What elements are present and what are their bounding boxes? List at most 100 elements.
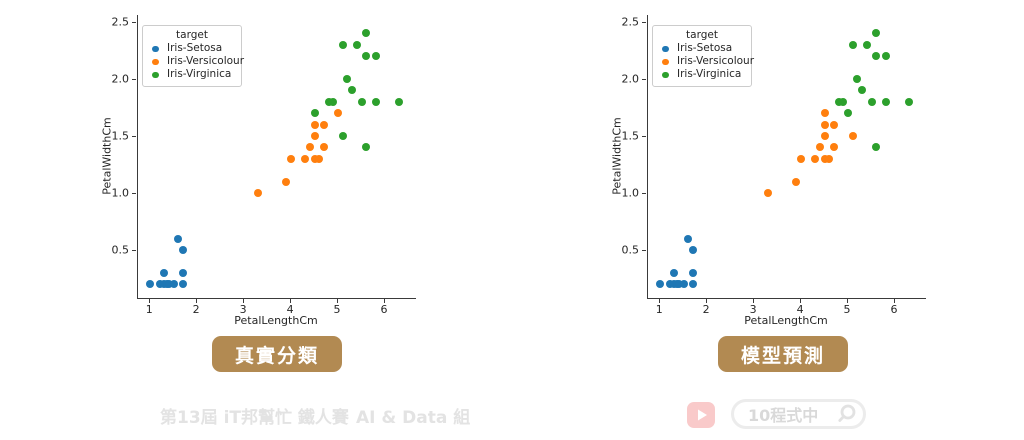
y-tick-mark (642, 21, 646, 24)
model-prediction-button[interactable]: 模型預測 (718, 336, 848, 372)
data-point-iris-setosa (689, 280, 698, 289)
x-axis-label: PetalLengthCm (744, 314, 828, 327)
x-tick-label: 5 (843, 303, 851, 316)
x-tick-label: 1 (655, 303, 663, 316)
y-tick-mark (132, 193, 136, 195)
data-point-iris-virginica (329, 97, 338, 106)
data-point-iris-versicolour (792, 177, 801, 186)
legend-marker-icon (662, 58, 669, 65)
y-tick-mark (132, 21, 136, 24)
x-tick-mark (196, 299, 198, 303)
legend: target Iris-Setosa Iris-Versicolour Iris-V… (142, 25, 245, 87)
data-point-iris-setosa (174, 234, 183, 243)
legend-entry: Iris-Versicolour (143, 55, 245, 68)
data-point-iris-versicolour (310, 120, 319, 129)
data-point-iris-virginica (395, 97, 404, 106)
x-tick-mark (659, 299, 661, 303)
data-point-iris-versicolour (829, 120, 838, 129)
legend-label: Iris-Versicolour (167, 55, 245, 67)
y-tick-label: 0.5 (621, 243, 640, 257)
data-point-iris-setosa (684, 234, 693, 243)
data-point-iris-virginica (848, 40, 857, 49)
search-input-text[interactable]: 10程式中 (748, 406, 819, 425)
true-classification-button[interactable]: 真實分類 (212, 336, 342, 372)
group-watermark: AI & Data 組 (356, 408, 471, 428)
data-point-iris-versicolour (820, 109, 829, 118)
data-point-iris-versicolour (301, 154, 310, 163)
data-point-iris-versicolour (334, 109, 343, 118)
y-tick-label: 1.0 (621, 186, 640, 200)
data-point-iris-virginica (881, 52, 890, 61)
plot-area: target Iris-Setosa Iris-Versicolour Iris-V… (137, 15, 416, 299)
y-tick-mark (642, 135, 646, 138)
data-point-iris-virginica (338, 40, 347, 49)
x-tick-mark (847, 299, 849, 303)
data-point-iris-virginica (862, 40, 871, 49)
data-point-iris-versicolour (764, 189, 773, 198)
x-tick-mark (337, 299, 339, 303)
x-tick-label: 1 (145, 303, 153, 316)
legend-marker-icon (152, 58, 159, 65)
data-point-iris-setosa (665, 280, 674, 289)
x-tick-label: 3 (239, 303, 247, 316)
y-tick-mark (642, 78, 646, 81)
y-tick-label: 1.5 (111, 129, 130, 143)
legend-label: Iris-Virginica (167, 68, 232, 80)
data-point-iris-virginica (881, 97, 890, 106)
data-point-iris-setosa (160, 268, 169, 277)
youtube-play-icon (687, 402, 715, 428)
legend-label: Iris-Setosa (167, 42, 223, 54)
y-tick-mark (642, 193, 646, 195)
data-point-iris-versicolour (305, 143, 314, 152)
x-tick-mark (894, 299, 896, 303)
data-point-iris-virginica (371, 52, 380, 61)
legend-title: target (686, 29, 718, 41)
play-button[interactable] (687, 402, 715, 428)
x-axis-label: PetalLengthCm (234, 314, 318, 327)
y-tick-label: 2.5 (621, 15, 640, 29)
x-tick-label: 5 (333, 303, 341, 316)
data-point-iris-setosa (164, 280, 173, 289)
data-point-iris-setosa (656, 280, 665, 289)
data-point-iris-virginica (839, 97, 848, 106)
data-point-iris-virginica (310, 109, 319, 118)
legend-entry: Iris-Setosa (143, 42, 241, 55)
y-tick-mark (132, 135, 136, 138)
legend-title: target (176, 29, 208, 41)
legend-entry: Iris-Virginica (143, 68, 241, 81)
x-tick-label: 3 (749, 303, 757, 316)
data-point-iris-setosa (155, 280, 164, 289)
search-box[interactable]: 10程式中 (731, 399, 866, 429)
data-point-iris-versicolour (315, 154, 324, 163)
legend-marker-icon (152, 45, 159, 52)
data-point-iris-versicolour (310, 154, 319, 163)
magnifier-icon[interactable] (836, 403, 858, 425)
y-tick-label: 2.0 (111, 72, 130, 86)
data-point-iris-versicolour (797, 154, 806, 163)
plot-area: target Iris-Setosa Iris-Versicolour Iris-V… (647, 15, 926, 299)
y-tick-label: 2.0 (621, 72, 640, 86)
data-point-iris-virginica (371, 97, 380, 106)
data-point-iris-versicolour (820, 131, 829, 140)
data-point-iris-virginica (844, 109, 853, 118)
y-tick-label: 0.5 (111, 243, 130, 257)
model-prediction-figure: PetalWidthCm target Iris-Setosa Iris-Vers… (510, 0, 1022, 340)
data-point-iris-setosa (689, 268, 698, 277)
data-point-iris-versicolour (282, 177, 291, 186)
data-point-iris-virginica (853, 74, 862, 83)
data-point-iris-virginica (867, 97, 876, 106)
legend-label: Iris-Versicolour (677, 55, 755, 67)
data-point-iris-virginica (872, 52, 881, 61)
data-point-iris-virginica (834, 97, 843, 106)
legend: target Iris-Setosa Iris-Versicolour Iris-V… (652, 25, 755, 87)
data-point-iris-virginica (362, 143, 371, 152)
data-point-iris-virginica (872, 143, 881, 152)
contest-watermark: 第13屆 iT邦幫忙 鐵人賽 (160, 408, 349, 428)
x-tick-label: 4 (286, 303, 294, 316)
data-point-iris-setosa (169, 280, 178, 289)
legend-marker-icon (662, 45, 669, 52)
x-tick-mark (384, 299, 386, 303)
data-point-iris-versicolour (310, 131, 319, 140)
x-tick-label: 2 (192, 303, 200, 316)
